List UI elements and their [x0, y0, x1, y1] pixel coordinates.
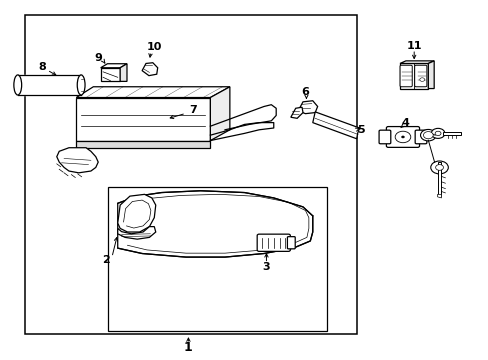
- Text: 2: 2: [102, 255, 109, 265]
- Ellipse shape: [77, 75, 85, 95]
- Polygon shape: [290, 107, 303, 118]
- Circle shape: [434, 131, 440, 135]
- Text: 5: 5: [356, 125, 364, 135]
- Circle shape: [423, 132, 432, 139]
- FancyBboxPatch shape: [287, 237, 295, 249]
- FancyBboxPatch shape: [378, 130, 390, 144]
- Ellipse shape: [14, 75, 21, 95]
- FancyBboxPatch shape: [257, 234, 290, 251]
- Polygon shape: [101, 68, 120, 81]
- FancyBboxPatch shape: [414, 130, 426, 144]
- Text: 7: 7: [189, 105, 197, 115]
- Polygon shape: [76, 87, 229, 98]
- Circle shape: [394, 131, 410, 143]
- FancyBboxPatch shape: [414, 65, 426, 87]
- Text: 3: 3: [262, 262, 270, 272]
- Polygon shape: [442, 132, 461, 135]
- Polygon shape: [118, 226, 156, 239]
- Text: 10: 10: [146, 42, 162, 52]
- Polygon shape: [399, 63, 427, 89]
- Polygon shape: [57, 148, 98, 173]
- FancyBboxPatch shape: [399, 65, 411, 87]
- Text: 4: 4: [401, 118, 408, 128]
- Polygon shape: [18, 75, 81, 95]
- Polygon shape: [101, 64, 127, 68]
- Polygon shape: [120, 64, 127, 81]
- Polygon shape: [76, 140, 210, 148]
- Text: 8: 8: [38, 62, 46, 72]
- Text: 11: 11: [406, 41, 421, 50]
- Text: 1: 1: [183, 341, 192, 354]
- Polygon shape: [298, 101, 317, 114]
- Circle shape: [435, 165, 443, 170]
- Polygon shape: [118, 194, 156, 232]
- Polygon shape: [76, 98, 210, 140]
- Circle shape: [401, 136, 404, 138]
- Text: 6: 6: [301, 87, 309, 97]
- Polygon shape: [312, 112, 359, 139]
- Text: 9: 9: [94, 53, 102, 63]
- Bar: [108, 187, 327, 330]
- Circle shape: [419, 78, 424, 81]
- Polygon shape: [142, 63, 158, 76]
- Polygon shape: [437, 162, 441, 196]
- Polygon shape: [210, 87, 229, 140]
- Polygon shape: [118, 191, 312, 257]
- Circle shape: [430, 129, 444, 138]
- Bar: [25, 15, 356, 334]
- Polygon shape: [399, 61, 433, 63]
- Polygon shape: [427, 61, 433, 89]
- Circle shape: [430, 161, 447, 174]
- Polygon shape: [437, 194, 441, 198]
- FancyBboxPatch shape: [386, 127, 419, 147]
- Circle shape: [420, 130, 435, 141]
